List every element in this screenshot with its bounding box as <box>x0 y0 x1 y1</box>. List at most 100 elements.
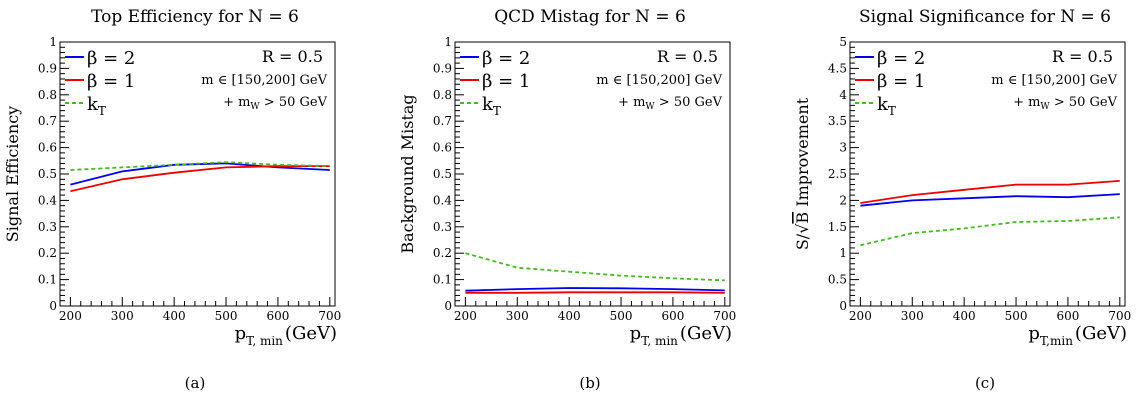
x-axis-label-sub: T, min <box>641 334 678 348</box>
chart-title: QCD Mistag for N = 6 <box>494 7 686 27</box>
legend-label-3: kT <box>87 94 106 118</box>
y-axis-label-prefix: S/ <box>793 233 812 250</box>
x-axis-label-unit: (GeV) <box>680 323 732 344</box>
chart-title: Signal Significance for N = 6 <box>859 7 1111 27</box>
x-tick-label: 400 <box>953 309 976 323</box>
annotation-mass-window: m ∈ [150,200] GeV <box>596 73 722 88</box>
y-tick-label: 3.5 <box>828 114 847 128</box>
annotation-w-mass-cut: + mW > 50 GeV <box>1013 95 1118 112</box>
y-tick-label: 4 <box>839 88 847 102</box>
y-tick-label: 0.3 <box>433 220 452 234</box>
y-axis-label: Background Mistag <box>398 94 417 253</box>
legend-label-sub: T <box>493 104 501 118</box>
annotation-radius: R = 0.5 <box>262 47 323 66</box>
legend-label-2: β = 1 <box>482 71 530 92</box>
x-axis-label: pT, min (GeV) <box>235 323 337 348</box>
annotation-radius: R = 0.5 <box>1052 47 1113 66</box>
y-tick-label: 0.7 <box>38 114 57 128</box>
x-tick-label: 600 <box>266 309 289 323</box>
x-tick-label: 500 <box>610 309 633 323</box>
annotation-radius: R = 0.5 <box>657 47 718 66</box>
series-line-2 <box>465 291 725 294</box>
y-tick-label: 2.5 <box>828 167 847 181</box>
y-tick-label: 0.4 <box>38 193 57 207</box>
y-tick-label: 1 <box>839 246 847 260</box>
chart-panel-1: Top Efficiency for N = 6 0 0.1 0.2 0.3 0.4 0.5… <box>3 7 341 392</box>
y-tick-label: 0 <box>49 299 57 313</box>
x-tick-label: 300 <box>901 309 924 323</box>
series-line-1 <box>465 287 725 292</box>
series-line-3 <box>70 161 330 171</box>
y-tick-label: 0.7 <box>433 114 452 128</box>
annotation-mass-window: m ∈ [150,200] GeV <box>201 73 327 88</box>
legend-label-1: β = 2 <box>87 48 135 69</box>
y-tick-label: 0.4 <box>433 193 452 207</box>
legend-label-3: kT <box>877 94 896 118</box>
y-tick-label: 0.5 <box>828 273 847 287</box>
x-tick-label: 200 <box>454 309 477 323</box>
x-tick-label: 300 <box>506 309 529 323</box>
x-tick-label: 500 <box>215 309 238 323</box>
y-tick-label: 0.8 <box>433 88 452 102</box>
x-axis-label-main: p <box>630 323 642 344</box>
y-tick-label: 3 <box>839 141 847 155</box>
x-tick-label: 300 <box>111 309 134 323</box>
y-axis-label: S/√B Improvement <box>793 97 812 250</box>
legend-label-2: β = 1 <box>877 71 925 92</box>
legend-label-3: kT <box>482 94 501 118</box>
x-tick-label: 200 <box>59 309 82 323</box>
series-line-3 <box>465 252 725 282</box>
annotation-mass-window: m ∈ [150,200] GeV <box>991 73 1117 88</box>
y-axis-label: Signal Efficiency <box>3 106 22 242</box>
x-tick-label: 500 <box>1005 309 1028 323</box>
y-tick-label: 0.2 <box>433 246 452 260</box>
series-line-2 <box>70 165 330 193</box>
x-axis-label: pT, min (GeV) <box>630 323 732 348</box>
panel-caption: (b) <box>579 374 600 392</box>
y-tick-label: 4.5 <box>828 61 847 75</box>
x-axis-label: pT,min (GeV) <box>1028 323 1127 348</box>
x-axis-label-main: p <box>235 323 247 344</box>
y-tick-label: 0 <box>839 299 847 313</box>
y-tick-label: 0 <box>444 299 452 313</box>
y-tick-label: 0.8 <box>38 88 57 102</box>
panel-caption: (c) <box>975 374 995 392</box>
x-axis-label-sub: T, min <box>246 334 283 348</box>
chart-title: Top Efficiency for N = 6 <box>91 7 299 27</box>
y-tick-label: 0.9 <box>38 61 57 75</box>
chart-panel-3: Signal Significance for N = 6 0 0.5 1 1.5 2 2.… <box>793 7 1131 392</box>
x-tick-label: 700 <box>713 309 736 323</box>
legend-label-2: β = 1 <box>87 71 135 92</box>
panel-caption: (a) <box>185 374 206 392</box>
series-line-3 <box>860 216 1120 247</box>
y-tick-label: 1.5 <box>828 220 847 234</box>
y-tick-label: 0.1 <box>38 273 57 287</box>
x-tick-label: 400 <box>163 309 186 323</box>
x-tick-label: 400 <box>558 309 581 323</box>
x-tick-label: 600 <box>661 309 684 323</box>
legend-label-1: β = 2 <box>877 48 925 69</box>
y-axis-label-sqrt-term: B <box>793 212 812 224</box>
sqrt-symbol: √ <box>793 223 812 234</box>
legend-label-1: β = 2 <box>482 48 530 69</box>
y-tick-label: 5 <box>839 35 847 49</box>
y-tick-label: 2 <box>839 193 847 207</box>
legend-label-sub: T <box>888 104 896 118</box>
annotation-w-mass-cut: + mW > 50 GeV <box>618 95 723 112</box>
y-tick-label: 0.5 <box>433 167 452 181</box>
series-line-2 <box>860 180 1120 204</box>
y-tick-label: 0.3 <box>38 220 57 234</box>
x-tick-label: 700 <box>1108 309 1131 323</box>
x-axis-label-main: p <box>1028 323 1040 344</box>
y-tick-label: 0.6 <box>433 141 452 155</box>
y-axis-label-suffix: Improvement <box>793 97 812 212</box>
y-tick-label: 1 <box>49 35 57 49</box>
x-tick-label: 200 <box>849 309 872 323</box>
x-axis-label-unit: (GeV) <box>285 323 337 344</box>
y-tick-label: 0.6 <box>38 141 57 155</box>
x-axis-label-unit: (GeV) <box>1075 323 1127 344</box>
chart-panel-2: QCD Mistag for N = 6 0 0.1 0.2 0.3 0.4 0.5 0.6 0… <box>398 7 736 392</box>
y-tick-label: 0.1 <box>433 273 452 287</box>
y-tick-label: 0.9 <box>433 61 452 75</box>
